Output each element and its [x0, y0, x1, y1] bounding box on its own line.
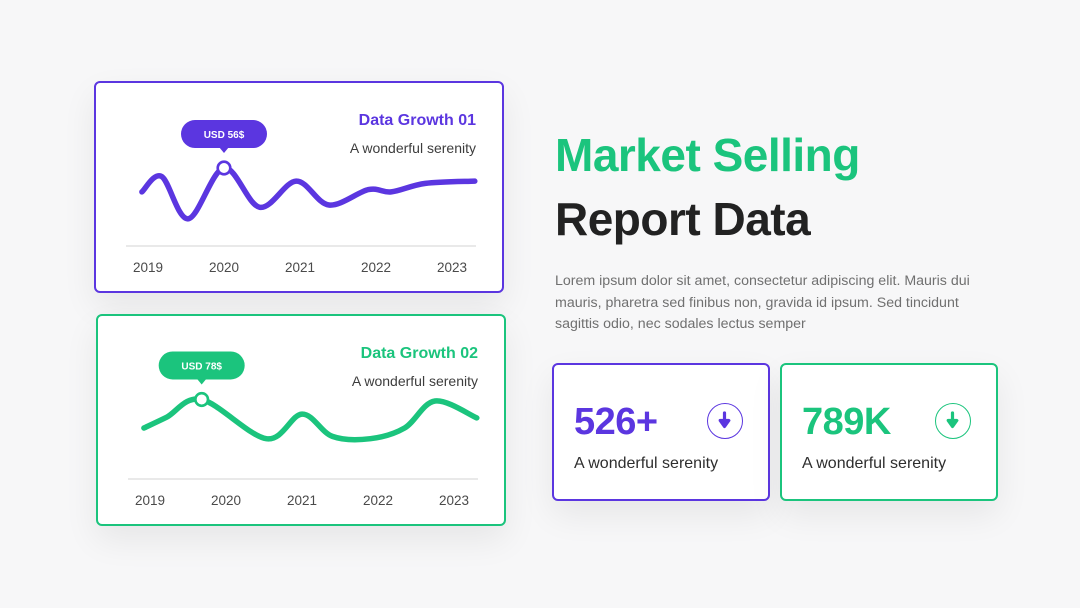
chart-subtitle: A wonderful serenity: [349, 140, 476, 156]
x-tick-label: 2020: [211, 493, 241, 508]
highlight-point: [194, 391, 210, 408]
x-tick-label: 2022: [363, 493, 393, 508]
stat-label: A wonderful serenity: [802, 455, 947, 472]
highlight-point: [216, 160, 232, 176]
x-tick-label: 2021: [285, 260, 315, 275]
x-tick-label: 2022: [361, 260, 391, 275]
stat-label: A wonderful serenity: [574, 455, 719, 472]
chart-title: Data Growth 02: [360, 345, 478, 362]
tooltip-label: USD 78$: [181, 361, 222, 372]
headline-market-selling: Market Selling: [555, 129, 860, 181]
x-tick-label: 2023: [437, 260, 467, 275]
tooltip-bubble: [181, 120, 267, 149]
stat-card-2: 789K A wonderful serenity: [780, 363, 998, 501]
stat-card-1: 526+ A wonderful serenity: [552, 363, 770, 501]
stat-value: 789K: [802, 401, 891, 443]
chart-plot-1: 2019 2020 2021 2022 2023 USD 56$: [126, 120, 478, 275]
x-tick-label: 2021: [287, 493, 317, 508]
x-tick-label: 2019: [135, 493, 165, 508]
x-tick-label: 2020: [209, 260, 239, 275]
tooltip-bubble: [158, 351, 245, 380]
series-line: [139, 165, 478, 222]
tooltip-label: USD 56$: [204, 130, 245, 141]
chart-card-data-growth-01: 2019 2020 2021 2022 2023 USD 56$ Data Growth …: [94, 81, 504, 293]
x-tick-label: 2019: [133, 260, 163, 275]
x-tick-label: 2023: [439, 493, 469, 508]
arrow-down-circle-icon: [707, 403, 743, 439]
chart-subtitle: A wonderful serenity: [351, 373, 478, 389]
stat-value: 526+: [574, 401, 658, 443]
chart-title: Data Growth 01: [358, 112, 476, 129]
tooltip-pointer: [196, 378, 207, 385]
chart-card-data-growth-02: 2019 2020 2021 2022 2023 USD 78$ Data Growth …: [96, 314, 506, 526]
description-text: Lorem ipsum dolor sit amet, consectetur …: [555, 273, 970, 332]
series-line: [141, 396, 480, 443]
headline-report-data: Report Data: [555, 193, 811, 245]
chart-plot-2: 2019 2020 2021 2022 2023 USD 78$: [128, 351, 480, 508]
tooltip-pointer: [219, 147, 229, 154]
arrow-down-circle-icon: [935, 403, 971, 439]
